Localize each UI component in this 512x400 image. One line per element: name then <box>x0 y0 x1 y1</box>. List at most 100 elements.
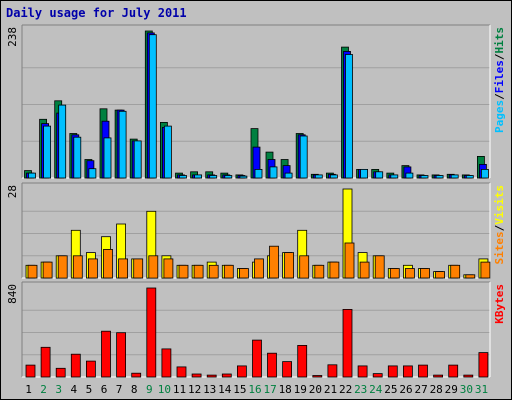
bar-pages-day-31 <box>480 168 489 179</box>
bar-sites-day-25 <box>389 268 400 279</box>
bar-pages-day-13 <box>209 175 218 179</box>
bar-kbytes-day-4 <box>70 353 81 378</box>
x-axis-day-label: 31 <box>475 383 488 396</box>
bar-pages-day-28 <box>435 175 444 179</box>
bar-kbytes-day-13 <box>206 374 217 378</box>
bar-kbytes-day-2 <box>40 346 51 378</box>
bar-sites-day-14 <box>223 264 234 279</box>
bar-kbytes-day-26 <box>402 365 413 378</box>
bar-kbytes-day-31 <box>478 352 489 378</box>
x-axis-day-label: 3 <box>55 383 62 396</box>
bar-pages-day-9 <box>148 34 157 179</box>
bar-pages-day-29 <box>450 174 459 179</box>
bar-pages-day-23 <box>360 168 369 179</box>
bar-pages-day-2 <box>43 125 51 179</box>
bar-sites-day-28 <box>435 271 446 279</box>
bar-sites-day-20 <box>314 264 325 279</box>
bar-pages-day-14 <box>224 175 233 179</box>
x-axis-day-label: 8 <box>131 383 138 396</box>
bar-kbytes-day-28 <box>433 374 444 378</box>
bar-sites-day-29 <box>450 264 461 279</box>
x-axis-day-label: 29 <box>445 383 458 396</box>
legend-entry-sites: Sites <box>493 231 506 264</box>
bar-sites-day-4 <box>72 255 83 279</box>
bar-sites-day-18 <box>284 252 295 279</box>
x-axis-day-label: 14 <box>218 383 232 396</box>
bar-sites-day-12 <box>193 264 204 279</box>
bar-sites-day-2 <box>42 261 53 279</box>
bar-sites-day-10 <box>163 258 174 279</box>
bar-pages-day-25 <box>390 174 399 179</box>
x-axis-day-label: 4 <box>70 383 77 396</box>
bar-pages-day-3 <box>58 104 67 179</box>
bar-kbytes-day-22 <box>342 308 353 378</box>
bar-sites-day-15 <box>238 268 249 279</box>
bar-kbytes-day-9 <box>146 287 157 378</box>
bar-pages-day-16 <box>254 168 263 179</box>
legend-separator: / <box>493 224 506 231</box>
bar-pages-day-26 <box>405 172 414 179</box>
legend-hits-files-pages: Pages/Files/Hits <box>493 27 506 133</box>
x-axis-day-label: 26 <box>399 383 412 396</box>
bar-pages-day-8 <box>133 140 142 179</box>
x-axis-day-label: 22 <box>339 383 352 396</box>
x-axis-day-label: 21 <box>324 383 337 396</box>
bar-pages-day-1 <box>28 172 36 179</box>
x-axis-day-label: 28 <box>430 383 443 396</box>
legend-sites-visits: Sites/Visits <box>493 185 506 265</box>
bar-kbytes-day-6 <box>101 330 111 378</box>
legend-entry-files: Files <box>493 60 506 93</box>
x-axis-day-label: 23 <box>354 383 367 396</box>
bar-sites-day-1 <box>27 264 38 279</box>
bar-sites-day-13 <box>208 264 219 279</box>
bar-sites-day-23 <box>359 261 370 279</box>
x-axis-day-label: 17 <box>263 383 276 396</box>
legend-entry-visits: Visits <box>493 185 506 225</box>
bar-pages-day-12 <box>194 174 203 179</box>
x-axis-day-label: 6 <box>101 383 108 396</box>
y-axis-max-label: 28 <box>6 185 19 198</box>
x-axis-day-label: 11 <box>173 383 186 396</box>
bar-sites-day-26 <box>404 268 415 279</box>
bar-kbytes-day-21 <box>327 364 338 378</box>
bar-kbytes-day-30 <box>463 374 474 378</box>
bar-sites-day-9 <box>148 255 159 279</box>
bar-pages-day-5 <box>88 168 97 179</box>
bar-pages-day-11 <box>179 175 187 179</box>
bar-pages-day-30 <box>465 175 474 179</box>
bar-sites-day-19 <box>299 255 310 279</box>
bar-pages-day-21 <box>329 174 338 179</box>
bar-pages-day-19 <box>299 135 308 179</box>
bar-sites-day-7 <box>118 258 128 279</box>
bar-sites-day-11 <box>178 264 189 279</box>
bar-kbytes-day-25 <box>387 365 398 378</box>
bar-pages-day-4 <box>73 136 82 179</box>
bar-sites-day-3 <box>57 255 68 279</box>
bar-kbytes-day-8 <box>131 372 142 378</box>
x-axis-day-label: 12 <box>188 383 201 396</box>
x-axis-day-label: 19 <box>294 383 307 396</box>
bar-sites-day-16 <box>254 258 264 279</box>
legend-separator: / <box>493 93 506 100</box>
bar-kbytes-day-18 <box>282 361 293 378</box>
x-axis-day-label: 10 <box>158 383 171 396</box>
chart-title: Daily usage for July 2011 <box>6 6 187 20</box>
bar-pages-day-22 <box>345 54 353 179</box>
bar-pages-day-17 <box>269 166 278 179</box>
bar-pages-day-18 <box>284 172 293 179</box>
x-axis-day-label: 1 <box>25 383 32 396</box>
bar-sites-day-30 <box>465 274 476 279</box>
bar-pages-day-15 <box>239 175 248 179</box>
bar-sites-day-22 <box>344 242 355 279</box>
bar-kbytes-day-10 <box>161 348 172 378</box>
x-axis-day-label: 2 <box>40 383 47 396</box>
bar-sites-day-31 <box>480 261 491 279</box>
x-axis-day-label: 30 <box>460 383 473 396</box>
bar-kbytes-day-1 <box>25 364 36 378</box>
x-axis-day-label: 24 <box>369 383 383 396</box>
bar-sites-day-27 <box>420 268 430 279</box>
x-axis-day-label: 27 <box>414 383 427 396</box>
bar-pages-day-6 <box>103 137 112 179</box>
legend-separator: / <box>493 53 506 60</box>
